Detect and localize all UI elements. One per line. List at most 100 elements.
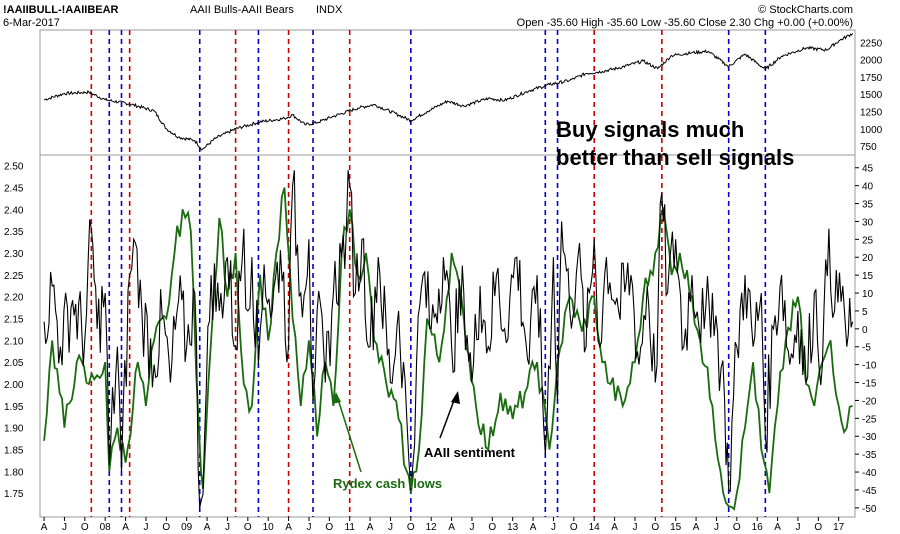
x-tick-35: 16 xyxy=(752,522,764,533)
x-tick-34: O xyxy=(733,522,741,533)
right-y-tick-8: 5 xyxy=(862,307,868,318)
left-axis-ticks: 2.50 2.45 2.40 2.35 2.30 2.25 2.20 2.15 2.10 2.05… xyxy=(4,162,24,500)
left-y-tick-8: 2.10 xyxy=(4,336,24,347)
chart-description: AAII Bulls-AAII Bears xyxy=(190,4,294,16)
right-y-tick-2: 35 xyxy=(862,200,874,211)
x-tick-20: A xyxy=(448,522,455,533)
x-tick-22: O xyxy=(488,522,496,533)
right-y-tick-18: -45 xyxy=(862,486,877,497)
headline-line-1: Buy signals much xyxy=(556,117,744,142)
x-axis-ticks: A J O 08 A J O 09 A J O 10 A J O 11 A J O 12 A J O 13 A J O 14 A J O 15… xyxy=(41,517,845,533)
left-y-tick-5: 2.25 xyxy=(4,271,24,282)
x-tick-16: A xyxy=(367,522,374,533)
left-y-tick-14: 1.80 xyxy=(4,467,24,478)
rydex-arrowhead xyxy=(332,392,341,404)
left-y-tick-9: 2.05 xyxy=(4,358,24,369)
bottom-panel xyxy=(39,154,856,518)
x-tick-7: 09 xyxy=(181,522,193,533)
x-tick-0: A xyxy=(41,522,48,533)
right-y-tick-7: 10 xyxy=(862,289,874,300)
aaii-arrowhead xyxy=(451,391,460,404)
x-tick-8: A xyxy=(204,522,211,533)
x-tick-27: 14 xyxy=(589,522,601,533)
ohlc-readout: Open -35.60 High -35.60 Low -35.60 Close… xyxy=(517,17,853,29)
right-y-tick-16: -35 xyxy=(862,450,877,461)
x-tick-5: J xyxy=(143,522,148,533)
right-y-tick-12: -15 xyxy=(862,379,877,390)
x-tick-19: 12 xyxy=(426,522,438,533)
x-tick-29: J xyxy=(632,522,637,533)
x-tick-24: A xyxy=(530,522,537,533)
x-tick-18: O xyxy=(407,522,415,533)
top-y-tick-1: 2000 xyxy=(860,56,883,67)
right-y-tick-14: -25 xyxy=(862,414,877,425)
left-y-tick-13: 1.85 xyxy=(4,446,24,457)
chart-date: 6-Mar-2017 xyxy=(3,17,60,29)
right-y-tick-17: -40 xyxy=(862,468,877,479)
x-tick-17: J xyxy=(388,522,393,533)
rydex-arrow xyxy=(336,395,362,473)
right-y-tick-5: 20 xyxy=(862,253,874,264)
right-y-tick-1: 40 xyxy=(862,182,874,193)
x-tick-33: J xyxy=(714,522,719,533)
x-tick-21: J xyxy=(469,522,474,533)
right-y-tick-3: 30 xyxy=(862,217,874,228)
right-y-tick-10: -5 xyxy=(862,343,871,354)
x-tick-36: A xyxy=(774,522,781,533)
x-tick-15: 11 xyxy=(345,522,356,533)
watermark: © StockCharts.com xyxy=(758,4,853,16)
price-line xyxy=(43,33,854,151)
aaii-sentiment-line xyxy=(43,170,854,508)
left-y-tick-3: 2.35 xyxy=(4,227,24,238)
x-tick-11: 10 xyxy=(263,522,275,533)
x-tick-12: A xyxy=(285,522,292,533)
x-tick-9: J xyxy=(225,522,230,533)
right-y-tick-13: -20 xyxy=(862,396,877,407)
chart-symbol: !AAIIBULL-!AAIIBEAR xyxy=(3,4,119,16)
right-y-tick-15: -30 xyxy=(862,432,877,443)
top-y-tick-3: 1500 xyxy=(860,90,883,101)
right-y-tick-9: 0 xyxy=(862,325,868,336)
aaii-label: AAII sentiment xyxy=(424,445,516,460)
x-tick-6: O xyxy=(162,522,170,533)
x-tick-39: 17 xyxy=(833,522,845,533)
left-y-tick-0: 2.50 xyxy=(4,162,24,173)
x-tick-2: O xyxy=(81,522,89,533)
left-y-tick-1: 2.45 xyxy=(4,184,24,195)
right-y-tick-4: 25 xyxy=(862,235,874,246)
x-tick-28: A xyxy=(611,522,618,533)
top-axis-ticks: 2250 2000 1750 1500 1250 1000 750 xyxy=(860,38,883,153)
right-y-tick-0: 45 xyxy=(862,164,874,175)
x-tick-1: J xyxy=(62,522,67,533)
x-tick-30: O xyxy=(651,522,659,533)
x-tick-13: J xyxy=(306,522,311,533)
chart-exchange: INDX xyxy=(316,4,343,16)
x-tick-4: A xyxy=(122,522,129,533)
x-tick-32: A xyxy=(693,522,700,533)
left-y-tick-12: 1.90 xyxy=(4,424,24,435)
right-y-tick-6: 15 xyxy=(862,271,874,282)
left-y-tick-7: 2.15 xyxy=(4,315,24,326)
x-tick-37: J xyxy=(795,522,800,533)
bottom-series xyxy=(43,170,854,511)
top-y-tick-0: 2250 xyxy=(860,38,883,49)
top-y-tick-6: 750 xyxy=(860,142,877,153)
right-y-tick-19: -50 xyxy=(862,504,877,515)
top-y-tick-5: 1000 xyxy=(860,125,883,136)
x-tick-38: O xyxy=(814,522,822,533)
left-y-tick-10: 2.00 xyxy=(4,380,24,391)
top-price-series xyxy=(43,33,854,151)
x-tick-31: 15 xyxy=(670,522,682,533)
x-tick-14: O xyxy=(325,522,333,533)
x-tick-25: J xyxy=(551,522,556,533)
top-y-tick-4: 1250 xyxy=(860,108,883,119)
headline-line-2: better than sell signals xyxy=(556,145,794,170)
left-y-tick-2: 2.40 xyxy=(4,205,24,216)
rydex-cash-flows-line xyxy=(43,187,853,511)
top-y-tick-2: 1750 xyxy=(860,73,883,84)
right-axis-ticks: 45 40 35 30 25 20 15 10 5 0 -5 -10 -15 -20 -25 -30 -35 -4… xyxy=(855,164,877,515)
left-y-tick-6: 2.20 xyxy=(4,293,24,304)
rydex-label: Rydex cash flows xyxy=(333,476,442,491)
left-y-tick-4: 2.30 xyxy=(4,249,24,260)
